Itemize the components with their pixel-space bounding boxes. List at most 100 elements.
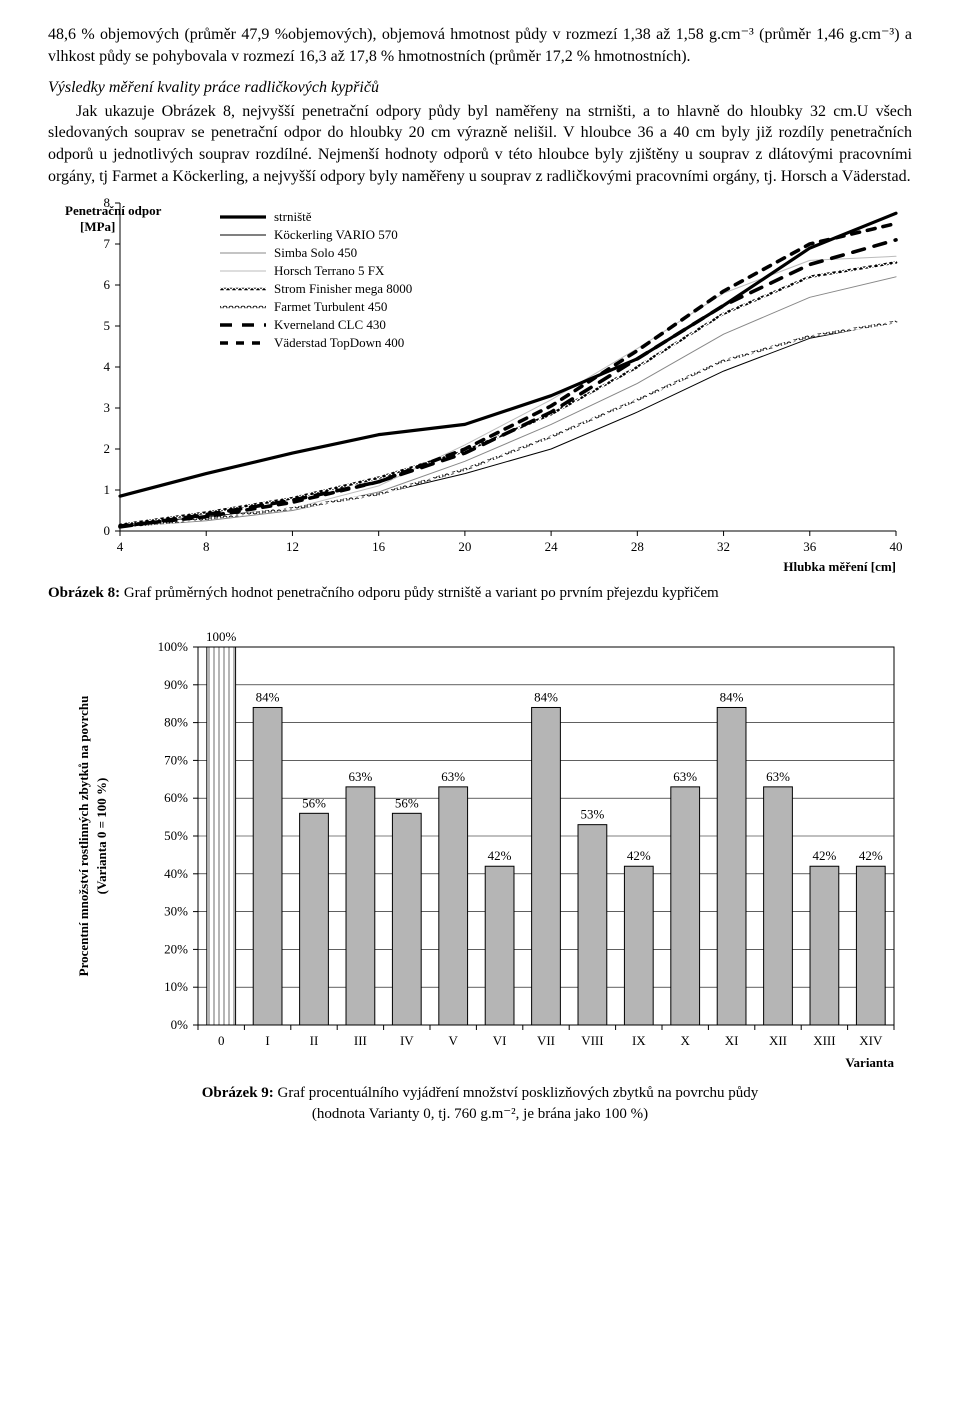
bar-0 <box>207 647 236 1025</box>
figure-9-caption: Obrázek 9: Graf procentuálního vyjádření… <box>48 1083 912 1124</box>
bar-value-V: 63% <box>441 769 465 784</box>
bar-cat-0: 0 <box>218 1033 225 1048</box>
legend-label-strniste: strniště <box>274 209 312 224</box>
svg-text:10%: 10% <box>164 980 188 995</box>
svg-text:5: 5 <box>104 318 111 333</box>
figure-9-label: Obrázek 9: <box>202 1085 274 1101</box>
svg-text:0: 0 <box>104 523 111 538</box>
figure-8-caption: Obrázek 8: Graf průměrných hodnot penetr… <box>48 583 912 603</box>
svg-text:4: 4 <box>104 359 111 374</box>
legend-label-farmet: Farmet Turbulent 450 <box>274 299 387 314</box>
legend-label-kockerling: Köckerling VARIO 570 <box>274 227 398 242</box>
figure-9-subtext: (hodnota Varianty 0, tj. 760 g.m⁻², je b… <box>312 1106 648 1122</box>
bar-value-XII: 63% <box>766 769 790 784</box>
svg-text:28: 28 <box>631 539 644 554</box>
bar-V <box>439 787 468 1025</box>
svg-text:[MPa]: [MPa] <box>80 219 115 234</box>
svg-text:2: 2 <box>104 441 111 456</box>
bar-IV <box>392 814 421 1026</box>
bar-XIII <box>810 867 839 1026</box>
svg-text:3: 3 <box>104 400 111 415</box>
svg-text:(Varianta 0 = 100 %): (Varianta 0 = 100 %) <box>94 778 109 895</box>
svg-text:36: 36 <box>803 539 817 554</box>
svg-text:16: 16 <box>372 539 386 554</box>
bar-XIV <box>856 867 885 1026</box>
bar-value-VII: 84% <box>534 690 558 705</box>
svg-text:Hlubka měření [cm]: Hlubka měření [cm] <box>783 559 896 574</box>
svg-text:Penetrační odpor: Penetrační odpor <box>65 203 162 218</box>
bar-value-0: 100% <box>206 629 237 644</box>
svg-text:60%: 60% <box>164 791 188 806</box>
series-simba <box>120 277 896 527</box>
bar-XII <box>764 787 793 1025</box>
bar-cat-I: I <box>265 1033 269 1048</box>
bar-VII <box>532 708 561 1026</box>
series-farmet <box>120 322 896 527</box>
bar-value-XIII: 42% <box>812 849 836 864</box>
svg-text:30%: 30% <box>164 904 188 919</box>
svg-text:90%: 90% <box>164 677 188 692</box>
legend-label-strom: Strom Finisher mega 8000 <box>274 281 412 296</box>
bar-cat-V: V <box>449 1033 459 1048</box>
bar-cat-III: III <box>354 1033 367 1048</box>
svg-text:8: 8 <box>104 197 111 210</box>
svg-text:7: 7 <box>104 236 111 251</box>
svg-text:20%: 20% <box>164 942 188 957</box>
bar-I <box>253 708 282 1026</box>
series-kockerling <box>120 322 896 525</box>
bar-cat-VIII: VIII <box>581 1033 603 1048</box>
legend-label-kverneland: Kverneland CLC 430 <box>274 317 386 332</box>
svg-text:4: 4 <box>117 539 124 554</box>
series-horsch <box>120 256 896 526</box>
svg-text:40%: 40% <box>164 866 188 881</box>
bar-value-X: 63% <box>673 769 697 784</box>
svg-text:Procentní množství rostlinných: Procentní množství rostlinných zbytků na… <box>76 696 91 977</box>
bar-value-XI: 84% <box>720 690 744 705</box>
figure-9-text: Graf procentuálního vyjádření množství p… <box>274 1085 758 1101</box>
residue-bar-chart: Procentní množství rostlinných zbytků na… <box>48 627 912 1077</box>
svg-text:12: 12 <box>286 539 299 554</box>
bar-value-IV: 56% <box>395 796 419 811</box>
legend-label-horsch: Horsch Terrano 5 FX <box>274 263 385 278</box>
svg-text:24: 24 <box>545 539 559 554</box>
series-kverneland <box>120 240 896 527</box>
figure-8-text: Graf průměrných hodnot penetračního odpo… <box>120 585 719 601</box>
svg-text:6: 6 <box>104 277 111 292</box>
bar-value-IX: 42% <box>627 849 651 864</box>
svg-text:40: 40 <box>890 539 903 554</box>
bar-cat-XII: XII <box>769 1033 787 1048</box>
svg-text:1: 1 <box>104 482 111 497</box>
bar-value-II: 56% <box>302 796 326 811</box>
bar-value-VI: 42% <box>488 849 512 864</box>
svg-text:80%: 80% <box>164 715 188 730</box>
paragraph-soil-props: 48,6 % objemových (průměr 47,9 %objemový… <box>48 24 912 67</box>
bar-value-VIII: 53% <box>580 807 604 822</box>
bar-cat-X: X <box>681 1033 691 1048</box>
bar-cat-XIII: XIII <box>813 1033 835 1048</box>
bar-X <box>671 787 700 1025</box>
bar-cat-IV: IV <box>400 1033 414 1048</box>
bar-cat-VI: VI <box>493 1033 507 1048</box>
legend-label-vaderstad: Väderstad TopDown 400 <box>274 335 404 350</box>
svg-text:70%: 70% <box>164 753 188 768</box>
bar-cat-II: II <box>310 1033 319 1048</box>
bar-VIII <box>578 825 607 1025</box>
series-strom <box>120 263 896 525</box>
bar-III <box>346 787 375 1025</box>
bar-cat-XI: XI <box>725 1033 739 1048</box>
section-heading: Výsledky měření kvality práce radličkový… <box>48 77 912 99</box>
bar-II <box>300 814 329 1026</box>
bar-XI <box>717 708 746 1026</box>
svg-text:0%: 0% <box>171 1017 189 1032</box>
bar-VI <box>485 867 514 1026</box>
bar-cat-XIV: XIV <box>859 1033 883 1048</box>
bar-value-XIV: 42% <box>859 849 883 864</box>
svg-text:Varianta: Varianta <box>845 1055 894 1070</box>
penetration-chart: Penetrační odpor[MPa]0123456784812162024… <box>48 197 912 577</box>
svg-text:20: 20 <box>458 539 471 554</box>
bar-cat-VII: VII <box>537 1033 555 1048</box>
bar-value-III: 63% <box>348 769 372 784</box>
svg-text:50%: 50% <box>164 828 188 843</box>
svg-text:32: 32 <box>717 539 730 554</box>
legend-label-simba: Simba Solo 450 <box>274 245 357 260</box>
